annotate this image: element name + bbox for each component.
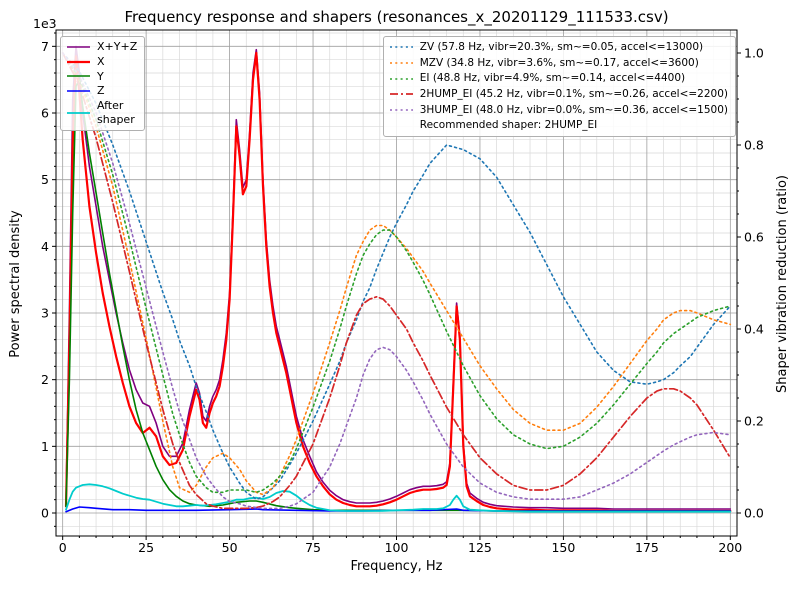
legend-label-2hump-ei: 2HUMP_EI (45.2 Hz, vibr=0.1%, sm~=0.26, …	[419, 88, 728, 101]
y-axis-offset-text: 1e3	[33, 16, 57, 31]
y-right-tick-label: 0.8	[744, 138, 764, 153]
y-right-tick-label: 0.6	[744, 230, 764, 245]
y-left-tick-label: 4	[41, 239, 49, 254]
legend-item-z: Z	[66, 84, 137, 98]
legend-item-recommended-shaper: Recommended shaper: 2HUMP_EI	[389, 118, 728, 133]
legend-item-ei: EI (48.8 Hz, vibr=4.9%, sm~=0.14, accel<…	[389, 71, 728, 86]
x-tick-label: 50	[222, 540, 238, 555]
series-2hump-ei	[61, 52, 732, 510]
series-x	[64, 51, 732, 513]
y-axis-label-left: Power spectral density	[8, 210, 23, 358]
legend-empty-sample-recommended-shaper	[389, 120, 414, 132]
legend-item-x: X	[66, 55, 137, 69]
y-right-tick-label: 1.0	[744, 46, 764, 61]
y-left-tick-label: 7	[41, 39, 49, 54]
legend-label-z: Z	[97, 84, 105, 98]
y-left-tick-label: 2	[41, 372, 49, 387]
series-zv	[61, 52, 732, 500]
y-left-tick-label: 3	[41, 306, 49, 321]
legend-item-y: Y	[66, 70, 137, 84]
legend-item-mzv: MZV (34.8 Hz, vibr=3.6%, sm~=0.17, accel…	[389, 56, 728, 71]
legend-item-after-shaper: After shaper	[66, 99, 137, 127]
legend-shapers: ZV (57.8 Hz, vibr=20.3%, sm~=0.05, accel…	[382, 36, 736, 138]
legend-line-sample-2hump-ei	[389, 93, 413, 96]
legend-label-y: Y	[97, 69, 104, 83]
legend-label-ei: EI (48.8 Hz, vibr=4.9%, sm~=0.14, accel<…	[419, 72, 686, 85]
legend-psd: X+Y+Z X Y Z After shaper	[60, 36, 146, 131]
legend-line-sample-3hump-ei	[389, 109, 413, 111]
series-3hump-ei	[61, 52, 732, 510]
x-axis-label: Frequency, Hz	[350, 559, 443, 574]
x-tick-label: 25	[138, 540, 154, 555]
y-right-tick-label: 0.0	[744, 506, 764, 521]
y-left-tick-label: 1	[41, 439, 49, 454]
legend-item-x-y-z: X+Y+Z	[66, 40, 137, 54]
y-left-tick-label: 0	[41, 506, 49, 521]
legend-line-sample-mzv	[389, 62, 413, 64]
legend-label-x: X	[97, 54, 105, 68]
series-x-y-z	[65, 45, 732, 510]
y-axis-label-right: Shaper vibration reduction (ratio)	[775, 175, 790, 393]
legend-line-sample-y	[67, 75, 90, 78]
x-tick-label: 150	[551, 540, 575, 555]
y-left-tick-label: 5	[41, 172, 49, 187]
legend-line-sample-x	[67, 60, 90, 63]
x-tick-label: 75	[305, 540, 321, 555]
x-tick-label: 200	[718, 540, 742, 555]
x-tick-label: 125	[468, 540, 492, 555]
legend-item-3hump-ei: 3HUMP_EI (48.0 Hz, vibr=0.0%, sm~=0.36, …	[389, 103, 728, 118]
series-ei	[61, 52, 732, 494]
legend-item-2hump-ei: 2HUMP_EI (45.2 Hz, vibr=0.1%, sm~=0.26, …	[389, 87, 728, 102]
legend-line-sample-z	[67, 90, 90, 92]
x-tick-label: 100	[385, 540, 409, 555]
chart-title: Frequency response and shapers (resonanc…	[124, 8, 669, 26]
legend-item-zv: ZV (57.8 Hz, vibr=20.3%, sm~=0.05, accel…	[389, 40, 728, 55]
legend-label-recommended-shaper: Recommended shaper: 2HUMP_EI	[419, 119, 598, 132]
legend-label-x-y-z: X+Y+Z	[97, 40, 138, 53]
legend-line-sample-x-y-z	[67, 46, 90, 48]
x-tick-label: 175	[635, 540, 659, 555]
legend-label-mzv: MZV (34.8 Hz, vibr=3.6%, sm~=0.17, accel…	[419, 56, 699, 69]
legend-line-sample-after-shaper	[67, 111, 90, 114]
legend-label-zv: ZV (57.8 Hz, vibr=20.3%, sm~=0.05, accel…	[419, 41, 704, 53]
y-right-tick-label: 0.2	[744, 414, 764, 429]
y-left-tick-label: 6	[41, 106, 49, 121]
x-tick-label: 0	[59, 540, 67, 555]
y-right-tick-label: 0.4	[744, 322, 764, 337]
legend-label-3hump-ei: 3HUMP_EI (48.0 Hz, vibr=0.0%, sm~=0.36, …	[419, 103, 728, 116]
series-after-shaper	[65, 483, 732, 513]
legend-line-sample-ei	[389, 77, 413, 80]
legend-line-sample-zv	[389, 46, 413, 49]
legend-label-after-shaper: After shaper	[97, 99, 135, 126]
